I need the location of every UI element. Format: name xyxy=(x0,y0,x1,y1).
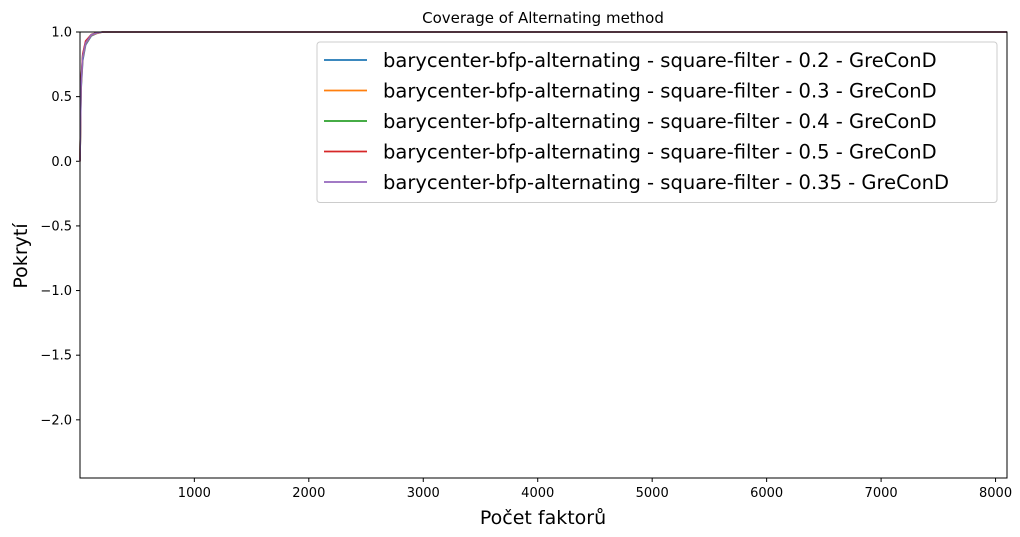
x-tick-label: 4000 xyxy=(521,486,554,501)
legend-entry: barycenter-bfp-alternating - square-filt… xyxy=(383,80,937,103)
legend-entry: barycenter-bfp-alternating - square-filt… xyxy=(383,171,949,194)
x-tick-label: 6000 xyxy=(750,486,783,501)
y-tick-label: 0.0 xyxy=(51,155,72,170)
y-tick-label: −2.0 xyxy=(40,413,72,428)
y-tick-label: −0.5 xyxy=(40,219,72,234)
y-tick-label: −1.0 xyxy=(40,284,72,299)
y-tick-label: −1.5 xyxy=(40,349,72,364)
y-axis-label: Pokrytí xyxy=(10,223,32,289)
x-tick-label: 3000 xyxy=(407,486,440,501)
x-axis-label: Počet faktorů xyxy=(480,507,606,529)
legend: barycenter-bfp-alternating - square-filt… xyxy=(316,41,998,203)
x-tick-label: 2000 xyxy=(292,486,325,501)
legend-entry: barycenter-bfp-alternating - square-filt… xyxy=(383,110,937,133)
y-tick-label: 0.5 xyxy=(51,90,72,105)
legend-entry: barycenter-bfp-alternating - square-filt… xyxy=(383,49,937,72)
legend-box xyxy=(316,41,998,203)
plot-frame xyxy=(79,31,1008,479)
x-tick-label: 8000 xyxy=(979,486,1012,501)
legend-entry: barycenter-bfp-alternating - square-filt… xyxy=(383,141,937,164)
x-axis-ticks: 1000 2000 3000 4000 5000 6000 7000 8000 xyxy=(178,478,1012,501)
y-tick-label: 1.0 xyxy=(51,26,72,41)
x-tick-label: 5000 xyxy=(636,486,669,501)
y-axis-ticks: 1.0 0.5 0.0 −0.5 −1.0 −1.5 −2.0 xyxy=(40,26,80,428)
x-tick-label: 1000 xyxy=(178,486,211,501)
chart-title: Coverage of Alternating method xyxy=(422,9,664,27)
x-tick-label: 7000 xyxy=(865,486,898,501)
